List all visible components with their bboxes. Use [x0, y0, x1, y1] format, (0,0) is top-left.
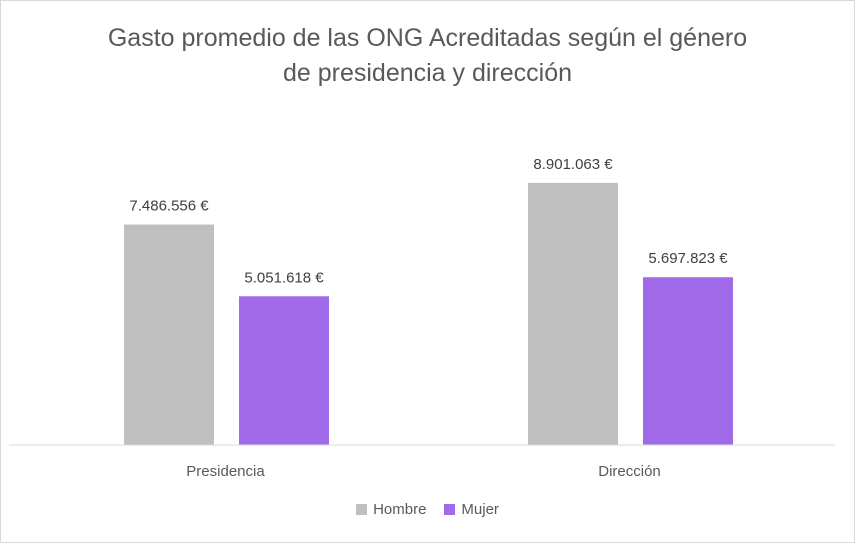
- data-label-hombre-dirección: 8.901.063 €: [533, 156, 613, 173]
- bar-chart: 7.486.556 € 8.901.063 € 5.051.618 € 5.697.8…: [1, 1, 854, 542]
- legend-label-mujer: Mujer: [461, 501, 499, 518]
- x-tick-label-presidencia: Presidencia: [186, 463, 265, 480]
- legend-swatch-mujer: [444, 504, 455, 515]
- data-label-hombre-presidencia: 7.486.556 €: [129, 198, 209, 215]
- x-tick-label-dirección: Dirección: [598, 463, 661, 480]
- legend-item-mujer: Mujer: [444, 501, 499, 518]
- legend-swatch-hombre: [356, 504, 367, 515]
- chart-frame: Gasto promedio de las ONG Acreditadas se…: [0, 0, 855, 543]
- bar-hombre-dirección: [528, 183, 618, 445]
- bar-hombre-presidencia: [124, 225, 214, 445]
- bar-mujer-presidencia: [239, 296, 329, 445]
- legend-label-hombre: Hombre: [373, 501, 426, 518]
- data-label-mujer-dirección: 5.697.823 €: [648, 250, 728, 267]
- chart-legend: Hombre Mujer: [1, 501, 854, 518]
- data-label-mujer-presidencia: 5.051.618 €: [244, 269, 324, 286]
- legend-item-hombre: Hombre: [356, 501, 426, 518]
- bar-mujer-dirección: [643, 277, 733, 445]
